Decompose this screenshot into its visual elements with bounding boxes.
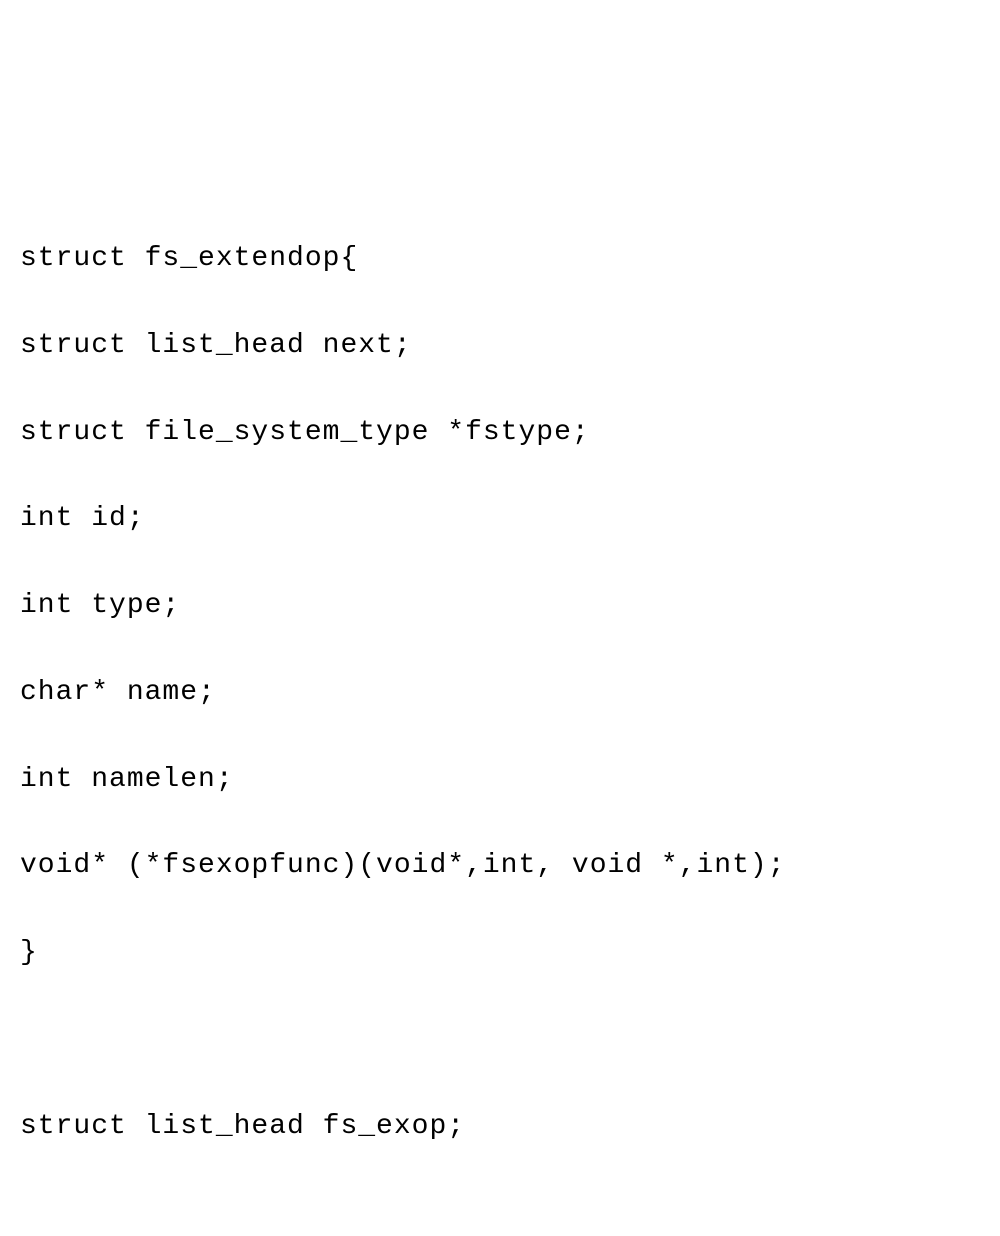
code-line: } [20,931,980,974]
code-line: struct list_head fs_exop; [20,1105,980,1148]
code-line: struct fs_extendop{ [20,237,980,280]
code-line: struct file_system_type *fstype; [20,411,980,454]
code-line: void* (*fsexopfunc)(void*,int, void *,in… [20,844,980,887]
code-line: struct list_head next; [20,324,980,367]
code-line [20,1018,980,1061]
code-block: struct fs_extendop{ struct list_head nex… [20,194,980,1192]
code-line: char* name; [20,671,980,714]
code-line: int namelen; [20,758,980,801]
code-line: int type; [20,584,980,627]
code-line: int id; [20,497,980,540]
